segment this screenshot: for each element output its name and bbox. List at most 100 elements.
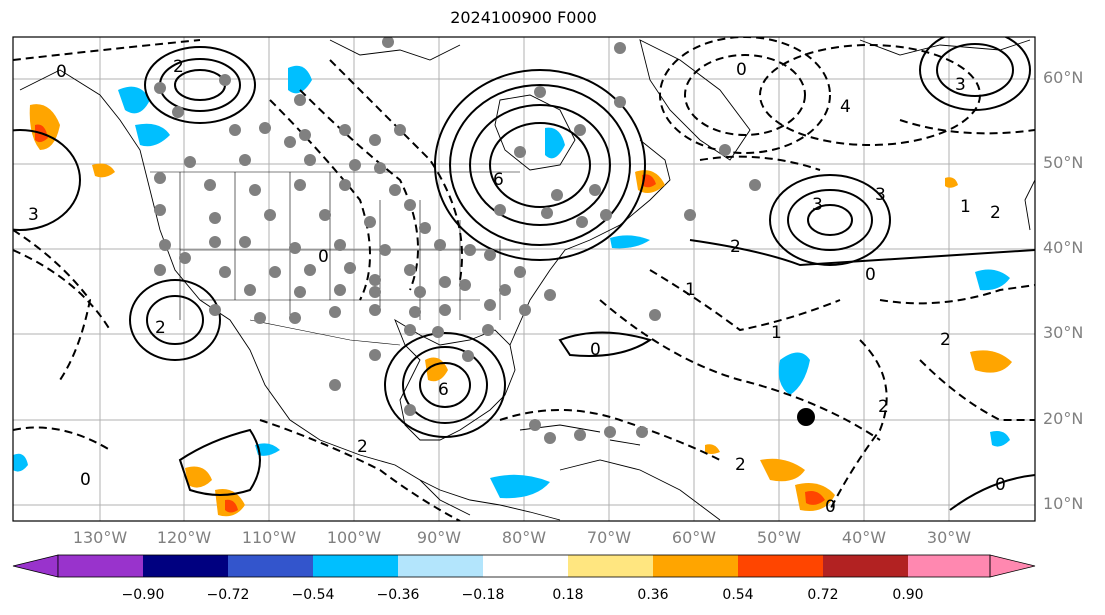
black-station-dot — [797, 408, 815, 426]
contour-label: 2 — [735, 455, 746, 475]
east-coast — [509, 139, 671, 346]
arctic-islands — [329, 39, 1031, 61]
contour — [402, 346, 488, 424]
cyan-blob — [610, 235, 650, 249]
colorbar-tick: 0.90 — [892, 587, 924, 603]
cyan-blob — [990, 431, 1010, 447]
lat-label: 40°N — [1043, 238, 1084, 257]
contour-label: 2 — [940, 330, 951, 350]
contour-label: 1 — [771, 323, 782, 343]
red-blob — [805, 491, 825, 505]
lon-label: 110°W — [241, 528, 297, 547]
colorbar-segment — [313, 555, 398, 577]
lon-label: 60°W — [671, 528, 717, 547]
lon-label: 40°W — [841, 528, 887, 547]
lon-label: 50°W — [756, 528, 802, 547]
contour — [469, 104, 611, 226]
colorbar-tick: −0.90 — [121, 587, 165, 603]
contour — [599, 299, 881, 441]
lat-label: 10°N — [1043, 494, 1084, 513]
red-blob — [225, 499, 238, 513]
colorbar-segment — [398, 555, 483, 577]
contour — [699, 155, 821, 171]
contour-label: 0 — [318, 247, 329, 267]
hudson-bay — [494, 94, 576, 171]
colorbar-tick: −0.36 — [376, 587, 420, 603]
colorbar-segment — [738, 555, 823, 577]
contour — [689, 239, 1035, 267]
lon-label: 100°W — [326, 528, 382, 547]
contour — [13, 229, 92, 381]
graticule — [13, 37, 1035, 521]
contour — [489, 122, 591, 208]
contour-label: 0 — [80, 470, 91, 490]
contour-label: 3 — [875, 185, 886, 205]
contour — [144, 46, 256, 124]
lon-label: 130°W — [72, 528, 128, 547]
contour — [949, 474, 1035, 511]
contour — [649, 269, 841, 332]
contour — [769, 174, 891, 266]
contour — [499, 409, 721, 461]
contour-label: 0 — [56, 62, 67, 82]
contour — [759, 44, 981, 146]
africa-coast — [1024, 179, 1035, 231]
contour — [899, 119, 1035, 135]
orange-blob — [92, 163, 115, 178]
contour-label: 3 — [812, 195, 823, 215]
contour-label: 6 — [438, 380, 449, 400]
contour-label: 2 — [878, 397, 889, 417]
orange-blob — [705, 444, 720, 454]
contour-label: 0 — [865, 265, 876, 285]
shaded-fields — [13, 65, 1012, 517]
contour — [879, 284, 1035, 305]
colorbar-segment — [568, 555, 653, 577]
colorbar-segment — [228, 555, 313, 577]
contour — [13, 249, 111, 331]
contour — [329, 59, 463, 281]
colorbar-tick: 0.54 — [722, 587, 754, 603]
contour — [829, 339, 888, 511]
map-title: 2024100900 F000 — [450, 8, 597, 27]
lon-label: 30°W — [926, 528, 972, 547]
colorbar-tick: −0.72 — [206, 587, 250, 603]
contour — [269, 99, 371, 301]
gulf-coast — [394, 318, 516, 441]
orange-blob — [970, 350, 1012, 373]
contour-label: 2 — [155, 318, 166, 338]
colorbar-segment — [483, 555, 568, 577]
contour-label: 0 — [736, 60, 747, 80]
political-borders — [150, 171, 520, 346]
contour — [659, 37, 831, 154]
cyan-blob — [13, 453, 28, 472]
contour-label: 2 — [357, 437, 368, 457]
cyan-blob — [135, 123, 170, 147]
contour-label: 3 — [955, 75, 966, 95]
colorbar-tick: −0.54 — [291, 587, 335, 603]
contour — [384, 332, 506, 438]
contour — [434, 69, 646, 261]
contour-label: 2 — [730, 237, 741, 257]
contour — [919, 359, 1035, 421]
lat-label: 20°N — [1043, 409, 1084, 428]
cyan-blob — [778, 352, 810, 395]
orange-blob — [185, 466, 212, 488]
cyan-blob — [255, 443, 280, 456]
greenland-coast — [639, 39, 751, 161]
contour-label: 2 — [990, 203, 1001, 223]
colorbar-segment — [823, 555, 908, 577]
colorbar — [12, 554, 1036, 578]
colorbar-segment — [58, 555, 143, 577]
map-frame — [12, 36, 1036, 522]
coastlines — [19, 39, 1035, 521]
lon-label: 70°W — [586, 528, 632, 547]
lon-label: 90°W — [416, 528, 462, 547]
central-america — [419, 479, 561, 521]
lon-label: 80°W — [501, 528, 547, 547]
contour-label: 0 — [995, 475, 1006, 495]
contour — [449, 84, 631, 246]
colorbar-segment — [653, 555, 738, 577]
cyan-blob — [490, 474, 550, 499]
contour — [129, 279, 221, 361]
cyan-blob — [545, 127, 565, 159]
